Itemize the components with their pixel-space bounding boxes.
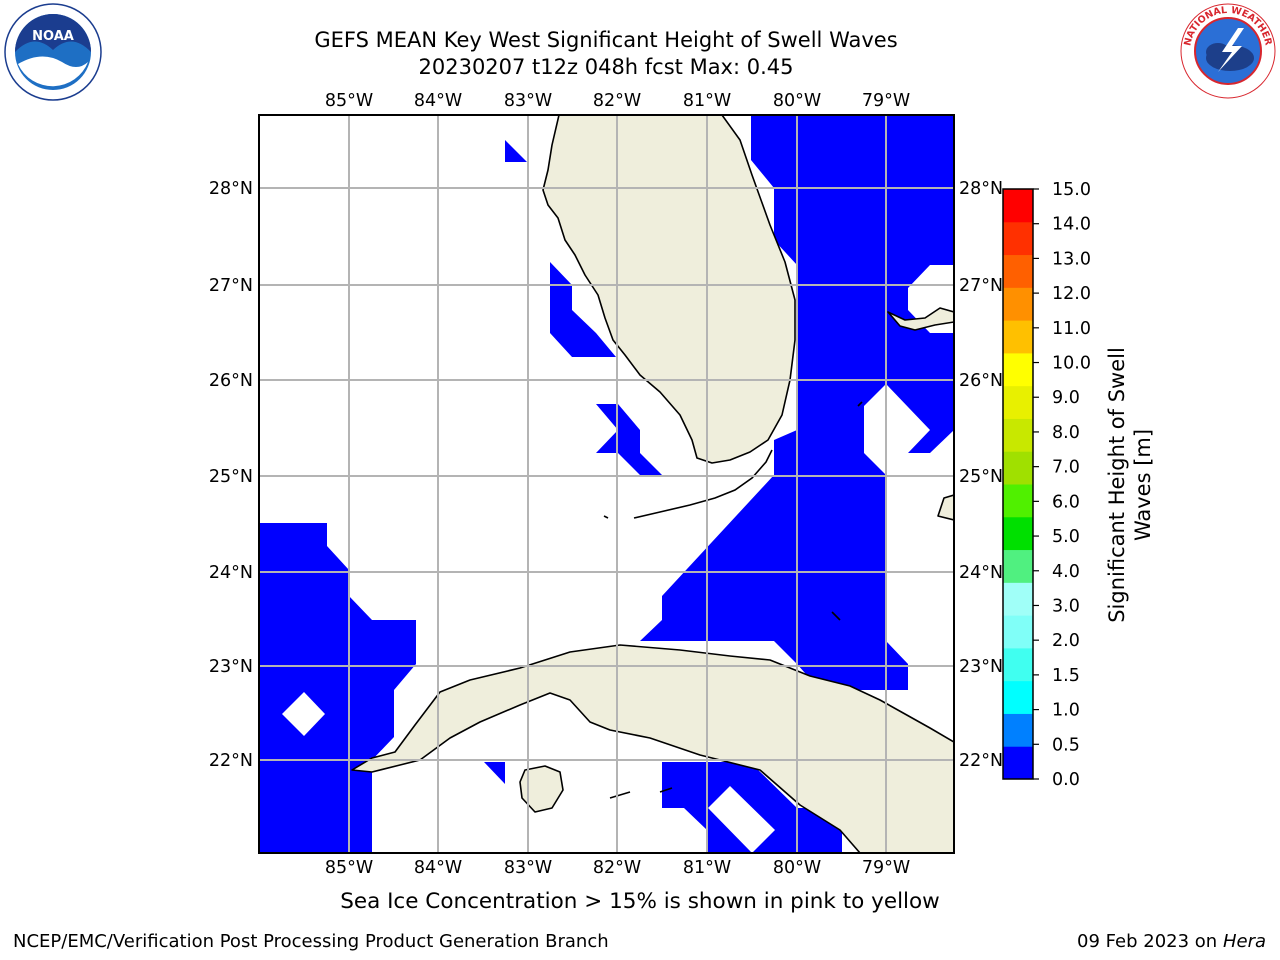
lat-label: 24°N: [959, 563, 1003, 583]
land: [351, 115, 954, 853]
colorbar-tick-label: 4.0: [1052, 562, 1080, 582]
lon-labels-bottom: 85°W 84°W 83°W 82°W 81°W 80°W 79°W: [325, 858, 910, 878]
lat-label: 27°N: [209, 276, 253, 296]
colorbar-tick-label: 3.0: [1052, 596, 1080, 616]
colorbar-label-line2: Waves [m]: [1131, 429, 1155, 541]
colorbar-tick-label: 1.5: [1052, 666, 1080, 686]
colorbar-tick-label: 8.0: [1052, 423, 1080, 443]
colorbar-segment: [1003, 680, 1033, 714]
lat-label: 28°N: [959, 179, 1003, 199]
lat-labels-left: 28°N 27°N 26°N 25°N 24°N 23°N 22°N: [209, 179, 253, 771]
colorbar-tick-label: 5.0: [1052, 527, 1080, 547]
lat-label: 23°N: [209, 657, 253, 677]
colorbar-segment: [1003, 189, 1033, 223]
lon-label: 84°W: [414, 91, 462, 111]
colorbar-segment: [1003, 615, 1033, 649]
lat-label: 24°N: [209, 563, 253, 583]
colorbar-ticks: 0.0 0.5 1.0 1.5 2.0 3.0 4.0 5.0 6.0 7.0 8.0 9.0 10.0…: [1033, 180, 1091, 790]
colorbar-tick-label: 14.0: [1052, 215, 1091, 235]
colorbar-segment: [1003, 287, 1033, 321]
colorbar-segment: [1003, 451, 1033, 485]
colorbar-segment: [1003, 484, 1033, 518]
lat-label: 25°N: [209, 467, 253, 487]
lon-label: 80°W: [773, 91, 821, 111]
colorbar-tick-label: 10.0: [1052, 354, 1091, 374]
noaa-logo-icon: NOAA: [4, 3, 102, 101]
lon-label: 81°W: [683, 91, 731, 111]
colorbar-segment: [1003, 320, 1033, 354]
colorbar-segment: [1003, 549, 1033, 583]
lon-label: 79°W: [862, 91, 910, 111]
lon-labels-top: 85°W 84°W 83°W 82°W 81°W 80°W 79°W: [325, 91, 910, 111]
noaa-logo-text: NOAA: [32, 29, 74, 44]
colorbar: [1002, 188, 1034, 780]
colorbar-segment: [1003, 516, 1033, 551]
colorbar-tick-label: 1.0: [1052, 701, 1080, 721]
lon-label: 83°W: [504, 858, 552, 878]
colorbar-tick-label: 12.0: [1052, 284, 1091, 304]
lat-label: 26°N: [959, 371, 1003, 391]
colorbar-tick-label: 11.0: [1052, 319, 1091, 339]
lat-label: 26°N: [209, 371, 253, 391]
colorbar-segment: [1003, 582, 1033, 616]
colorbar-segment: [1003, 647, 1033, 682]
colorbar-tick-label: 13.0: [1052, 249, 1091, 269]
chart-title: GEFS MEAN Key West Significant Height of…: [314, 28, 898, 52]
lat-label: 27°N: [959, 276, 1003, 296]
colorbar-tick-label: 6.0: [1052, 492, 1080, 512]
lon-label: 85°W: [325, 91, 373, 111]
colorbar-label-line1: Significant Height of Swell: [1105, 347, 1129, 623]
lat-labels-right: 28°N 27°N 26°N 25°N 24°N 23°N 22°N: [959, 179, 1003, 771]
nws-logo-icon: NATIONAL WEATHER SERVICE: [1178, 2, 1276, 99]
colorbar-tick-label: 2.0: [1052, 631, 1080, 651]
lat-label: 23°N: [959, 657, 1003, 677]
lon-label: 84°W: [414, 858, 462, 878]
lat-label: 25°N: [959, 467, 1003, 487]
lon-label: 82°W: [593, 91, 641, 111]
lon-label: 83°W: [504, 91, 552, 111]
colorbar-tick-label: 0.0: [1052, 770, 1080, 790]
lon-label: 79°W: [862, 858, 910, 878]
sea-ice-note: Sea Ice Concentration > 15% is shown in …: [340, 889, 940, 914]
footer-date: 09 Feb 2023 on Hera: [1077, 931, 1266, 952]
colorbar-segment: [1003, 221, 1033, 256]
lon-label: 80°W: [773, 858, 821, 878]
colorbar-tick-label: 15.0: [1052, 180, 1091, 200]
footer-host: Hera: [1222, 931, 1266, 952]
footer-date-text: 09 Feb 2023 on: [1077, 931, 1218, 952]
colorbar-segment: [1003, 418, 1033, 452]
colorbar-tick-label: 7.0: [1052, 458, 1080, 478]
colorbar-frame: [1002, 188, 1034, 780]
lat-label: 28°N: [209, 179, 253, 199]
lat-label: 22°N: [209, 751, 253, 771]
lon-label: 82°W: [593, 858, 641, 878]
colorbar-segment: [1003, 352, 1033, 387]
lat-label: 22°N: [959, 751, 1003, 771]
chart-subtitle: 20230207 t12z 048h fcst Max: 0.45: [418, 55, 794, 79]
colorbar-segment: [1003, 254, 1033, 288]
lon-label: 81°W: [683, 858, 731, 878]
footer-credit: NCEP/EMC/Verification Post Processing Pr…: [13, 931, 609, 952]
graticule: [259, 115, 954, 853]
colorbar-segment: [1003, 746, 1033, 780]
colorbar-tick-label: 9.0: [1052, 388, 1080, 408]
lon-label: 85°W: [325, 858, 373, 878]
colorbar-segment: [1003, 713, 1033, 747]
colorbar-tick-label: 0.5: [1052, 735, 1080, 755]
colorbar-segment: [1003, 385, 1033, 419]
